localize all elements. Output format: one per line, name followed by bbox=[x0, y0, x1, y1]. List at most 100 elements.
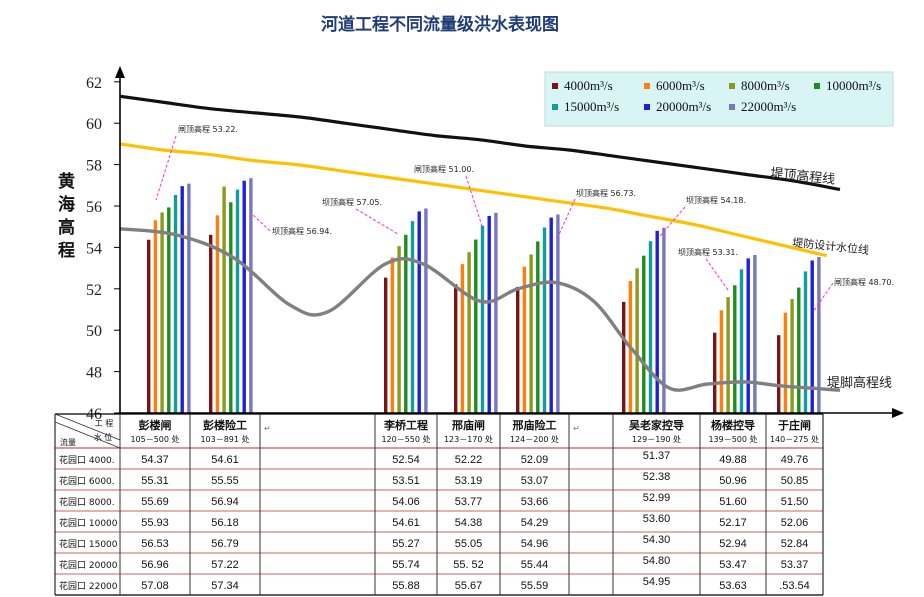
bar bbox=[384, 277, 388, 413]
table-cell: 53.63 bbox=[719, 580, 747, 592]
table-cell: 55.27 bbox=[392, 538, 420, 550]
bar bbox=[167, 207, 171, 413]
table-cell: 53.66 bbox=[521, 496, 549, 508]
row-label: 花园口 15000 bbox=[59, 538, 118, 550]
annotation-leader bbox=[705, 258, 729, 291]
bar bbox=[713, 332, 717, 413]
bar bbox=[817, 256, 821, 413]
row-label: 花园口 20000 bbox=[59, 559, 118, 571]
column-header-range: 120－550 处 bbox=[381, 434, 430, 444]
bar bbox=[160, 212, 164, 413]
bar bbox=[642, 255, 646, 413]
bar bbox=[460, 264, 465, 413]
bar bbox=[516, 286, 520, 413]
bar bbox=[480, 225, 485, 413]
table-cell: 52.22 bbox=[455, 454, 483, 466]
bar bbox=[529, 254, 533, 413]
row-label: 花园口 8000. bbox=[59, 496, 115, 508]
bar bbox=[522, 266, 527, 413]
bar bbox=[635, 268, 639, 413]
bar bbox=[494, 212, 498, 413]
table-cell: 54.95 bbox=[643, 576, 671, 588]
legend-label: 15000m³/s bbox=[564, 99, 619, 114]
bar bbox=[404, 234, 408, 413]
annotation-label: 闸顶高程 53.22. bbox=[178, 124, 238, 134]
dam-foot-line bbox=[119, 227, 841, 392]
bar bbox=[536, 241, 540, 413]
design-level-line bbox=[119, 142, 828, 258]
table-cell: 54.80 bbox=[643, 555, 671, 567]
table-cell: 55.93 bbox=[141, 517, 169, 529]
legend-label: 8000m³/s bbox=[741, 78, 790, 93]
table-cell: 56.94 bbox=[211, 496, 239, 508]
bar bbox=[777, 335, 781, 413]
table-cell: 57.08 bbox=[141, 580, 169, 592]
y-tick-label: 52 bbox=[86, 282, 102, 299]
bar bbox=[153, 220, 158, 413]
dam-top-line bbox=[119, 94, 841, 191]
table-cell: 52.54 bbox=[392, 454, 420, 466]
legend-label: 20000m³/s bbox=[656, 99, 711, 114]
bar bbox=[410, 221, 415, 413]
y-tick-label: 54 bbox=[86, 240, 102, 257]
table-cell: 54.96 bbox=[521, 538, 549, 550]
dam-top-line-label: 堤顶高程线 bbox=[770, 165, 836, 188]
annotation-leader bbox=[355, 208, 399, 235]
y-tick-label: 48 bbox=[86, 365, 102, 382]
column-header-name: 邢庙闸 bbox=[451, 418, 485, 432]
table-cell: .53.54 bbox=[779, 580, 810, 592]
table-cell: 49.76 bbox=[781, 454, 809, 466]
column-header-range: 105－500 处 bbox=[130, 434, 179, 444]
table-cell: 53.51 bbox=[392, 475, 420, 487]
bar bbox=[739, 269, 744, 413]
table-cell: 52.17 bbox=[719, 517, 747, 529]
bar bbox=[803, 271, 808, 413]
design-level-line-label: 堤防设计水位线 bbox=[792, 235, 870, 257]
annotation-label: 坝顶高程 53.31. bbox=[678, 247, 738, 257]
table-cell: 50.96 bbox=[719, 475, 747, 487]
annotation-leader bbox=[251, 213, 271, 232]
x-axis-arrow bbox=[892, 408, 904, 418]
table-cell: 56.79 bbox=[211, 538, 239, 550]
legend-box bbox=[544, 71, 894, 127]
table-cell: 54.06 bbox=[392, 496, 420, 508]
corner-label-mid: 水 位 bbox=[94, 432, 113, 442]
bar bbox=[180, 186, 184, 413]
y-axis-label-char: 海 bbox=[58, 194, 75, 215]
bar bbox=[726, 297, 730, 413]
column-header-range: 140－275 处 bbox=[770, 434, 819, 444]
bar bbox=[783, 312, 788, 413]
annotation-leader bbox=[659, 206, 686, 237]
bar bbox=[753, 255, 757, 413]
bar bbox=[235, 189, 240, 413]
legend-swatch bbox=[644, 104, 650, 110]
bar bbox=[467, 252, 471, 413]
legend-swatch bbox=[644, 83, 650, 89]
table-cell: 55.55 bbox=[211, 475, 239, 487]
bar bbox=[454, 284, 458, 413]
table-cell: 55.31 bbox=[141, 475, 169, 487]
table-cell: 57.34 bbox=[211, 580, 239, 592]
table-cell: 55.69 bbox=[141, 496, 169, 508]
table-cell: 53.19 bbox=[455, 475, 483, 487]
table-cell: 56.18 bbox=[211, 517, 239, 529]
legend-swatch bbox=[729, 83, 735, 89]
bar bbox=[242, 180, 246, 413]
legend-label: 10000m³/s bbox=[826, 78, 881, 93]
table-cell: 55.59 bbox=[521, 580, 549, 592]
row-label: 花园口 6000. bbox=[59, 475, 115, 487]
corner-label-top: 工 程 bbox=[95, 419, 114, 428]
y-tick-label: 56 bbox=[86, 199, 102, 216]
table-cell: 52.09 bbox=[521, 454, 549, 466]
column-header-name: 于庄闸 bbox=[778, 418, 811, 432]
table-cell: 55.05 bbox=[455, 538, 483, 550]
table-cell: 49.88 bbox=[719, 454, 747, 466]
table-cell: 53.47 bbox=[719, 559, 747, 571]
column-header-name: 李桥工程 bbox=[383, 418, 428, 432]
bar bbox=[655, 230, 659, 413]
bar bbox=[187, 183, 191, 413]
row-label: 花园口 22000 bbox=[59, 580, 118, 592]
bar bbox=[397, 246, 401, 413]
table-cell: 56.96 bbox=[141, 559, 169, 571]
